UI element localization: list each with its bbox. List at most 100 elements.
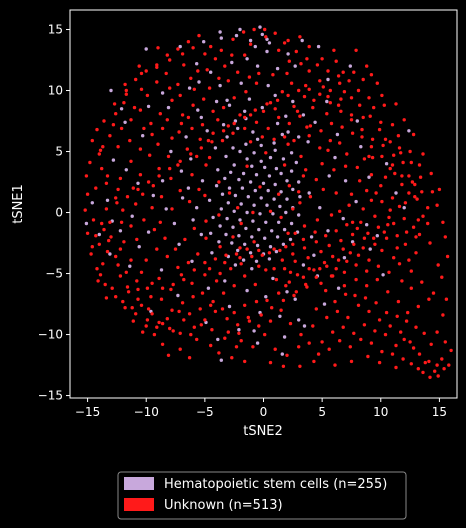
hsc-point (219, 358, 223, 362)
unknown-point (192, 325, 196, 329)
unknown-point (90, 138, 95, 143)
unknown-point (295, 273, 300, 277)
unknown-point (397, 262, 402, 266)
hsc-point (277, 220, 281, 224)
unknown-point (203, 193, 207, 198)
hsc-point (225, 98, 229, 103)
unknown-point (328, 138, 332, 143)
unknown-point (198, 137, 202, 141)
unknown-point (230, 53, 234, 57)
hsc-point (255, 137, 260, 141)
unknown-point (207, 86, 212, 90)
unknown-point (367, 154, 371, 159)
unknown-point (390, 163, 395, 167)
unknown-point (314, 177, 318, 182)
hsc-point (282, 335, 287, 339)
hsc-point (297, 180, 301, 184)
unknown-point (338, 81, 342, 85)
unknown-point (369, 173, 374, 177)
hsc-point (407, 129, 411, 133)
unknown-point (408, 149, 412, 154)
unknown-point (223, 64, 227, 68)
unknown-point (206, 138, 211, 143)
legend-label-hsc: Hematopoietic stem cells (n=255) (164, 477, 387, 492)
hsc-point (169, 149, 173, 154)
x-tick-label: −15 (75, 405, 100, 419)
hsc-point (279, 171, 283, 176)
unknown-point (248, 42, 253, 46)
hsc-point (239, 202, 243, 206)
hsc-point (254, 259, 259, 263)
unknown-point (134, 77, 138, 82)
hsc-point (267, 174, 272, 178)
unknown-point (361, 115, 365, 120)
unknown-point (259, 313, 263, 317)
y-tick-label: 0 (55, 206, 63, 220)
unknown-point (376, 264, 381, 268)
unknown-point (326, 69, 330, 73)
unknown-point (399, 151, 403, 155)
unknown-point (287, 121, 291, 126)
unknown-point (295, 109, 300, 114)
unknown-point (363, 296, 368, 300)
unknown-point (254, 299, 259, 304)
unknown-point (367, 258, 371, 262)
unknown-point (435, 203, 439, 207)
unknown-point (218, 271, 222, 276)
unknown-point (341, 325, 345, 329)
hsc-point (217, 240, 221, 244)
unknown-point (305, 125, 309, 129)
hsc-point (240, 186, 245, 190)
hsc-point (144, 47, 148, 51)
unknown-point (157, 320, 161, 325)
unknown-point (159, 195, 164, 199)
hsc-point (367, 175, 371, 179)
unknown-point (155, 65, 159, 70)
y-tick-label: 15 (48, 23, 63, 37)
hsc-point (216, 337, 220, 342)
unknown-point (347, 203, 351, 207)
unknown-point (420, 280, 424, 284)
unknown-point (358, 179, 362, 183)
hsc-point (309, 235, 314, 239)
hsc-point (307, 191, 311, 195)
hsc-point (273, 148, 277, 152)
unknown-point (413, 195, 417, 199)
unknown-point (395, 314, 399, 318)
hsc-point (238, 218, 242, 222)
hsc-point (225, 135, 229, 139)
unknown-point (332, 48, 336, 52)
unknown-point (265, 298, 269, 303)
unknown-point (124, 88, 128, 93)
hsc-point (278, 314, 282, 318)
unknown-point (304, 168, 308, 172)
unknown-point (168, 86, 172, 90)
hsc-point (189, 157, 193, 161)
hsc-point (186, 186, 191, 190)
unknown-point (178, 93, 182, 98)
unknown-point (394, 365, 398, 370)
hsc-point (227, 186, 232, 190)
hsc-point (218, 83, 222, 88)
unknown-point (114, 295, 118, 299)
hsc-point (394, 191, 398, 195)
unknown-point (165, 118, 169, 122)
hsc-point (297, 213, 301, 217)
unknown-point (123, 306, 127, 310)
unknown-point (260, 253, 264, 257)
unknown-point (314, 307, 318, 311)
unknown-point (329, 213, 334, 217)
hsc-point (210, 251, 214, 255)
points-layer (83, 25, 453, 379)
unknown-point (125, 195, 130, 199)
unknown-point (318, 146, 322, 150)
hsc-point (286, 52, 290, 56)
hsc-point (255, 243, 260, 248)
unknown-point (356, 88, 361, 93)
hsc-point (164, 207, 168, 211)
hsc-point (300, 38, 304, 43)
unknown-point (301, 275, 306, 279)
unknown-point (95, 127, 99, 132)
unknown-point (335, 309, 340, 314)
